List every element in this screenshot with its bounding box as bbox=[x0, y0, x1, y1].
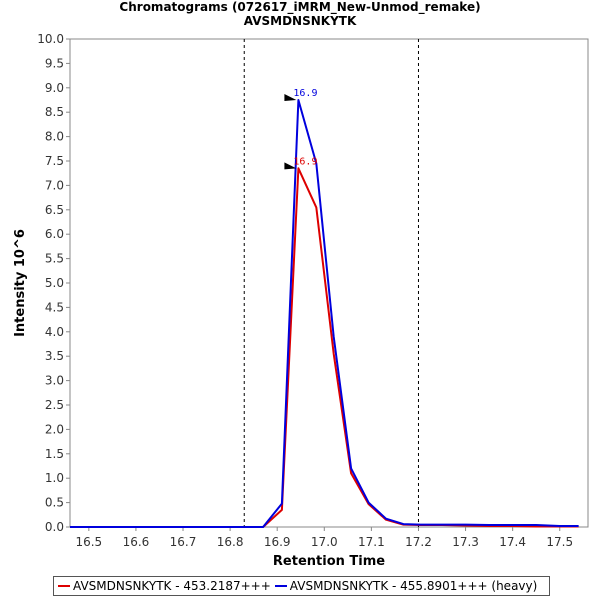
chart-subtitle: AVSMDNSNKYTK bbox=[243, 14, 357, 28]
legend-item-heavy: AVSMDNSNKYTK - 455.8901+++ (heavy) bbox=[274, 579, 538, 593]
peak-arrow-0 bbox=[284, 162, 297, 170]
y-tick-label: 1.5 bbox=[45, 447, 64, 461]
y-tick-label: 1.0 bbox=[45, 471, 64, 485]
legend-item-light: AVSMDNSNKYTK - 453.2187+++ bbox=[58, 579, 271, 593]
x-tick-label: 17.0 bbox=[311, 535, 338, 549]
series-line-1 bbox=[70, 99, 579, 528]
x-tick-label: 17.1 bbox=[358, 535, 385, 549]
y-tick-label: 7.0 bbox=[45, 178, 64, 192]
x-tick-label: 17.4 bbox=[499, 535, 526, 549]
y-tick-label: 3.0 bbox=[45, 374, 64, 388]
peak-arrow-1 bbox=[284, 94, 297, 101]
chromatogram-plot: 16.5 16.6 16.7 16.8 16.9 17.0 17.1 17.2 17.3 17.4… bbox=[13, 32, 589, 569]
y-axis-label: Intensity 10^6 bbox=[13, 229, 28, 337]
y-tick-label: 8.5 bbox=[45, 105, 64, 119]
x-tick-label: 17.3 bbox=[452, 535, 479, 549]
y-tick-label: 7.5 bbox=[45, 154, 64, 168]
y-tick-label: 6.0 bbox=[45, 227, 64, 241]
x-tick-label: 16.8 bbox=[217, 535, 244, 549]
x-tick-label: 17.2 bbox=[405, 535, 432, 549]
y-tick-label: 0.0 bbox=[45, 520, 64, 534]
y-tick-label: 2.0 bbox=[45, 422, 64, 436]
peak-label-1: 16.9 bbox=[293, 88, 317, 99]
x-tick-label: 16.5 bbox=[75, 535, 102, 549]
y-tick-label: 5.5 bbox=[45, 252, 64, 266]
y-tick-label: 2.5 bbox=[45, 398, 64, 412]
y-tick-label: 0.5 bbox=[45, 496, 64, 510]
x-tick-label: 17.5 bbox=[546, 535, 573, 549]
y-tick-label: 6.5 bbox=[45, 203, 64, 217]
x-tick-label: 16.9 bbox=[264, 535, 291, 549]
y-tick-label: 10.0 bbox=[37, 32, 64, 46]
y-tick-label: 5.0 bbox=[45, 276, 64, 290]
x-tick-label: 16.6 bbox=[123, 535, 150, 549]
peak-label-0: 16.9 bbox=[293, 156, 317, 167]
y-tick-label: 9.5 bbox=[45, 56, 64, 70]
x-tick-label: 16.7 bbox=[170, 535, 197, 549]
legend-label-heavy: AVSMDNSNKYTK - 455.8901+++ (heavy) bbox=[289, 579, 538, 593]
legend-swatch-light bbox=[58, 585, 70, 587]
y-tick-label: 8.0 bbox=[45, 130, 64, 144]
y-tick-label: 9.0 bbox=[45, 81, 64, 95]
y-tick-label: 4.5 bbox=[45, 300, 64, 314]
legend-swatch-heavy bbox=[274, 585, 287, 587]
chart-legend: AVSMDNSNKYTK - 453.2187+++ AVSMDNSNKYTK … bbox=[53, 576, 550, 596]
y-tick-label: 3.5 bbox=[45, 349, 64, 363]
y-tick-label: 4.0 bbox=[45, 325, 64, 339]
x-axis-label: Retention Time bbox=[273, 554, 385, 569]
chart-title: Chromatograms (072617_iMRM_New-Unmod_rem… bbox=[119, 0, 481, 14]
legend-label-light: AVSMDNSNKYTK - 453.2187+++ bbox=[73, 579, 271, 593]
